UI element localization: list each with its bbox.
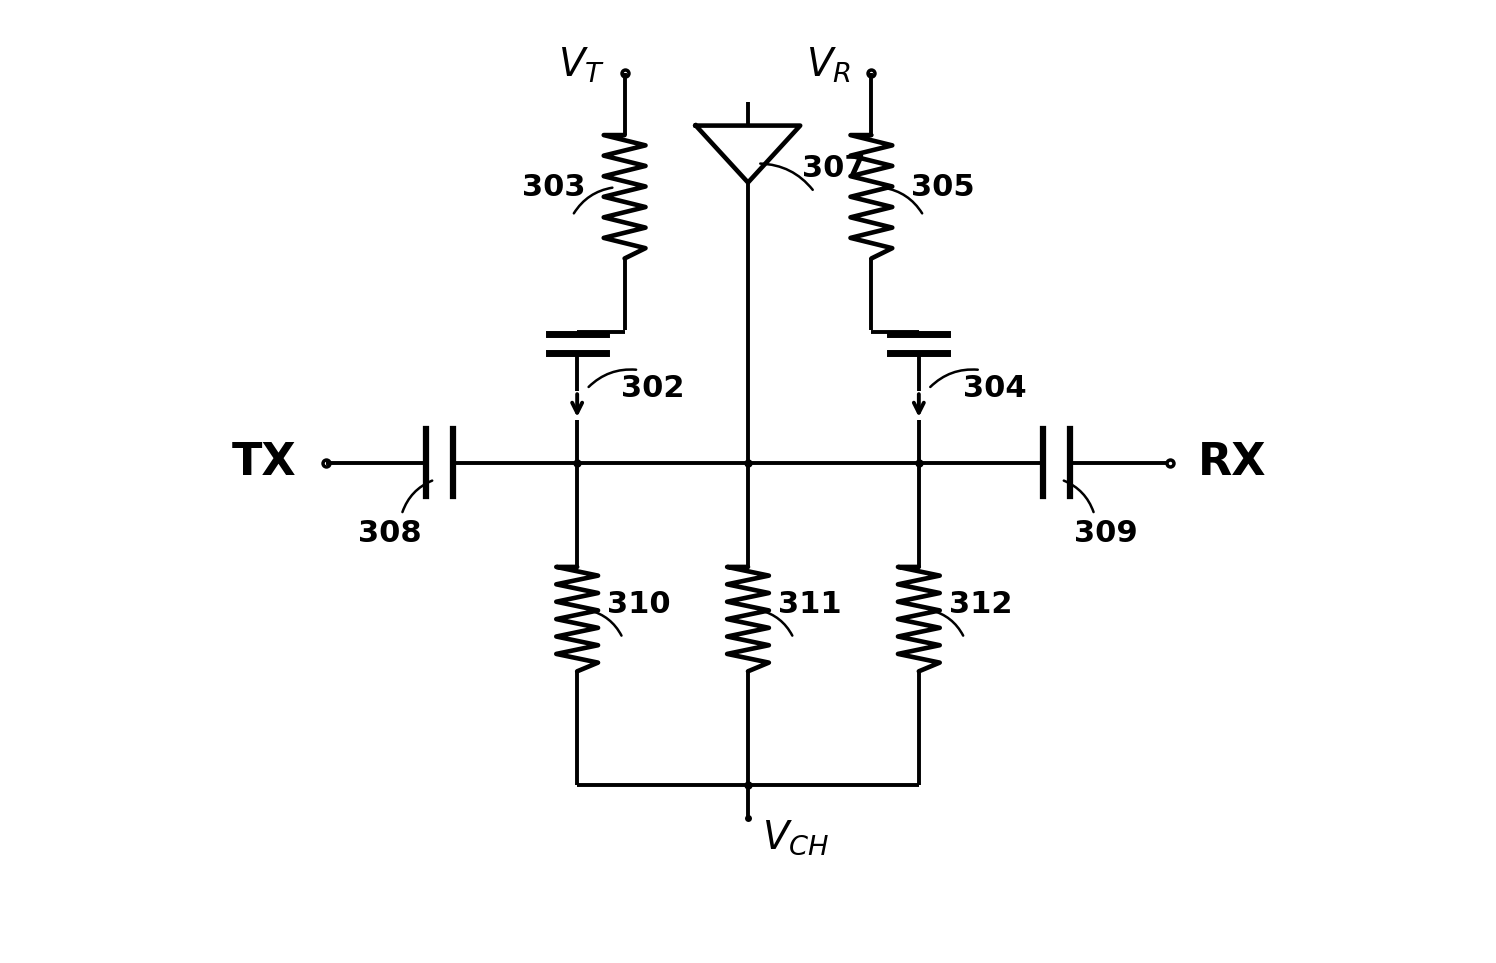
Text: $\mathit{V}_{\mathit{CH}}$: $\mathit{V}_{\mathit{CH}}$	[761, 819, 829, 857]
Text: 309: 309	[1074, 519, 1137, 548]
Text: TX: TX	[232, 441, 296, 484]
Text: 311: 311	[778, 590, 842, 619]
Text: RX: RX	[1198, 441, 1266, 484]
Text: 312: 312	[948, 590, 1013, 619]
Text: 303: 303	[522, 172, 585, 202]
Text: 307: 307	[802, 154, 865, 183]
Text: 310: 310	[607, 590, 670, 619]
Text: 302: 302	[621, 375, 685, 403]
Text: $\mathit{V}_{\mathit{R}}$: $\mathit{V}_{\mathit{R}}$	[806, 46, 851, 86]
Text: 304: 304	[963, 375, 1026, 403]
Text: $\mathit{V}_{\mathit{T}}$: $\mathit{V}_{\mathit{T}}$	[558, 46, 606, 86]
Text: 305: 305	[911, 172, 974, 202]
Text: 308: 308	[359, 519, 422, 548]
